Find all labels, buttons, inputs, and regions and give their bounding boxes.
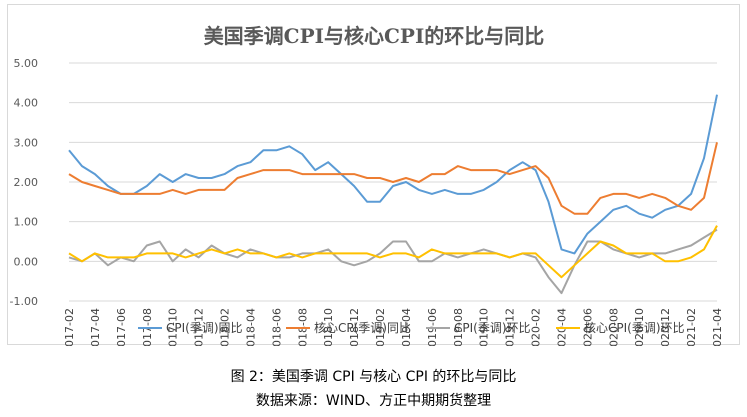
x-tick-label: 2020-06 [581,308,594,346]
y-tick-label: 5.00 [14,57,39,70]
x-tick-label: 2018-06 [270,308,283,346]
x-tick-label: 2017-06 [115,308,128,346]
legend-label: 核心CPI(季调)环比 [584,321,685,335]
x-tick-label: 2018-10 [322,308,335,346]
x-tick-label: 2017-02 [63,308,76,346]
x-tick-label: 2019-02 [374,308,387,346]
source-caption: 数据来源：WIND、方正中期期货整理 [255,393,492,409]
x-tick-label: 2017-12 [193,308,206,346]
y-axis-ticks: 5.00 4.00 3.00 2.00 1.00 0.00 -1.00 [10,57,38,308]
x-tick-label: 2021-04 [711,308,724,346]
series-line-2 [68,228,718,295]
x-tick-label: 2017-10 [167,308,180,346]
legend-label: CPI(季调)同比 [166,321,243,335]
y-tick-label: 4.00 [14,97,39,110]
x-tick-label: 2019-10 [478,308,491,346]
series-line-0 [68,94,718,255]
x-tick-label: 2019-04 [400,308,413,346]
chart-frame: 美国季调CPI与核心CPI的环比与同比 5.00 4.00 3.00 2.00 1.00… [7,4,740,346]
x-tick-label: 2017-04 [89,308,102,346]
series-line-1 [68,142,718,215]
line-chart: 美国季调CPI与核心CPI的环比与同比 5.00 4.00 3.00 2.00 1.00… [10,24,724,346]
x-tick-label: 2020-08 [607,308,620,346]
x-tick-label: 2019-12 [504,308,517,346]
gridlines [69,62,717,302]
series-lines [68,94,718,295]
legend-label: 核心CP(季调)同比 [314,321,411,335]
figure-caption: 图 2：美国季调 CPI 与核心 CPI 的环比与同比 [230,369,517,385]
x-tick-label: 2019-08 [452,308,465,346]
x-tick-label: 2020-02 [530,308,543,346]
x-tick-label: 2018-02 [219,308,232,346]
y-tick-label: 1.00 [14,216,39,229]
chart-title: 美国季调CPI与核心CPI的环比与同比 [204,24,545,48]
legend-label: CPI(季调)环比 [454,321,531,335]
y-tick-label: 0.00 [14,255,39,268]
x-tick-label: 2018-12 [348,308,361,346]
series-line-3 [68,225,718,279]
y-tick-label: 3.00 [14,136,39,149]
legend: CPI(季调)同比 核心CP(季调)同比 CPI(季调)环比 核心CPI(季调)环比 [138,321,685,335]
x-tick-label: 2021-02 [685,308,698,346]
y-tick-label: 2.00 [14,176,39,189]
x-tick-label: 2020-12 [659,308,672,346]
x-tick-label: 2018-04 [244,308,257,346]
x-tick-label: 2020-10 [633,308,646,346]
y-tick-label: -1.00 [10,295,38,308]
